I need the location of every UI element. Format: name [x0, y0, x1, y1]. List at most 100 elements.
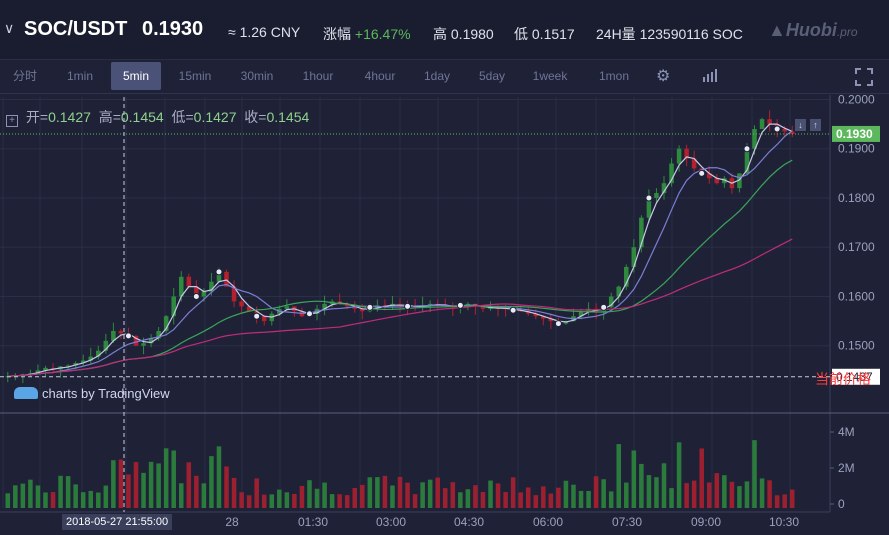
tab-timeline[interactable]: 分时 — [12, 69, 37, 83]
volume-bar — [548, 493, 554, 508]
volume-bar — [269, 494, 275, 508]
candle-body — [744, 148, 750, 174]
tab-1week[interactable]: 1week — [532, 69, 568, 83]
volume-bar — [789, 489, 795, 508]
price-tick-label: 0.2000 — [838, 95, 875, 106]
price-tick-label: 0.1900 — [838, 142, 875, 156]
market-header: ∨ SOC/USDT 0.1930 ≈ 1.26 CNY 涨幅 +16.47% … — [0, 0, 889, 60]
low-value: 0.1427 — [193, 109, 237, 125]
tab-4hour[interactable]: 4hour — [364, 69, 396, 83]
volume-bar — [744, 481, 750, 508]
price-chart[interactable]: 0.2000 0.1900 0.1800 0.1700 0.1600 0.1500 0.19… — [0, 95, 889, 535]
volume-bar — [759, 478, 765, 508]
fullscreen-icon[interactable] — [855, 68, 873, 91]
volume-bar — [774, 495, 780, 508]
low-label: 低 — [514, 26, 528, 42]
pair-name[interactable]: SOC/USDT — [24, 18, 128, 40]
candle-body — [427, 303, 433, 306]
volume-bar — [307, 480, 312, 508]
cny-price: ≈ 1.26 CNY — [228, 24, 301, 40]
ma-line-medium — [7, 130, 793, 377]
chart-background — [0, 95, 889, 535]
candle-body — [624, 266, 629, 287]
volume-bar — [654, 477, 659, 508]
volume-bar — [510, 477, 516, 508]
collapse-legend-icon[interactable]: + — [6, 115, 18, 127]
tab-15min[interactable]: 15min — [178, 69, 212, 83]
candle-body — [80, 360, 86, 363]
signal-marker — [305, 310, 313, 318]
volume-bar — [58, 475, 63, 508]
last-price-tag-text: 0.1930 — [836, 127, 873, 141]
signal-marker — [600, 303, 608, 311]
high-value: 0.1454 — [120, 109, 164, 125]
volume-bar — [767, 480, 772, 508]
time-tick-label: 09:00 — [691, 515, 721, 529]
volume-bar — [352, 487, 358, 508]
volume-bar — [186, 462, 192, 508]
candle-body — [224, 271, 229, 287]
gear-icon[interactable]: ⚙ — [656, 68, 671, 85]
time-tick-label: 28 — [225, 515, 239, 529]
bar-chart-icon[interactable] — [702, 68, 720, 87]
volume-stat: 24H量 123590116 SOC — [596, 24, 743, 44]
tab-1min[interactable]: 1min — [66, 69, 93, 83]
signal-marker — [192, 292, 200, 300]
candle-body — [43, 367, 48, 371]
tab-5min[interactable]: 5min — [111, 62, 161, 90]
tab-5day[interactable]: 5day — [478, 69, 506, 83]
candle-body — [178, 276, 184, 297]
price-tick-label: 0.1800 — [838, 191, 875, 205]
signal-marker — [645, 194, 653, 202]
tab-1hour[interactable]: 1hour — [302, 69, 334, 83]
volume-bar — [616, 444, 622, 508]
volume-bar — [163, 448, 169, 508]
volume-bar — [503, 492, 508, 508]
time-tick-label: 03:00 — [376, 515, 406, 529]
volume-bar — [156, 463, 161, 508]
candle-body — [186, 276, 192, 287]
time-tick-label: 06:00 — [533, 515, 563, 529]
volume-bar — [397, 476, 403, 508]
chevron-down-icon[interactable]: ∨ — [4, 20, 15, 36]
volume-bar — [88, 490, 94, 508]
scroll-right-button[interactable]: ↑ — [810, 119, 821, 131]
signal-marker — [509, 306, 517, 314]
candle-body — [156, 330, 161, 339]
close-value: 0.1454 — [266, 109, 310, 125]
candle-body — [706, 173, 712, 179]
volume-bar — [405, 482, 410, 508]
candle-body — [231, 286, 237, 302]
signal-marker — [743, 145, 751, 153]
signal-marker — [554, 320, 562, 328]
scroll-left-button[interactable]: ↓ — [795, 119, 806, 131]
volume-bar — [375, 477, 380, 508]
volume-bar — [458, 492, 463, 508]
volume-bar — [201, 483, 207, 508]
price-tick-label: 0.1600 — [838, 289, 875, 303]
high-value: 0.1980 — [450, 26, 494, 42]
candle-body — [525, 311, 531, 314]
volume-bar — [43, 492, 48, 508]
volume-bar — [103, 485, 109, 508]
volume-bar — [782, 494, 787, 508]
volume-bar — [480, 491, 486, 508]
volume-bar — [571, 484, 576, 508]
candle-body — [548, 318, 554, 322]
tradingview-logo-icon — [14, 387, 38, 399]
ma-line-short — [7, 123, 793, 377]
tab-30min[interactable]: 30min — [240, 69, 274, 83]
volume-bar — [254, 478, 259, 508]
candle-body — [344, 303, 350, 307]
candle-body — [646, 197, 652, 218]
tab-1mon[interactable]: 1mon — [598, 69, 630, 83]
volume-bar — [13, 485, 18, 508]
volume-bar — [714, 473, 720, 508]
tab-1day[interactable]: 1day — [423, 69, 451, 83]
volume-label: 24H量 — [596, 26, 636, 42]
volume-bar — [126, 474, 131, 508]
candle-body — [752, 129, 757, 149]
high-label: 高 — [98, 109, 113, 125]
logo-text: Huobi — [785, 20, 837, 40]
volume-bar — [691, 480, 697, 508]
